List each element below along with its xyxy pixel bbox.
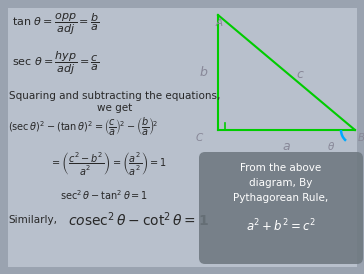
Text: $\sec\,\theta = \dfrac{hyp}{adj} = \dfrac{c}{a}$: $\sec\,\theta = \dfrac{hyp}{adj} = \dfra…: [12, 50, 99, 78]
Text: $b$: $b$: [199, 65, 208, 79]
Text: $a^2 + b^2 = c^2$: $a^2 + b^2 = c^2$: [246, 218, 316, 235]
Text: we get: we get: [98, 103, 132, 113]
Text: Squaring and subtracting the equations,: Squaring and subtracting the equations,: [9, 91, 221, 101]
Text: From the above
diagram, By
Pythagorean Rule,: From the above diagram, By Pythagorean R…: [233, 163, 329, 202]
Text: $\theta$: $\theta$: [327, 140, 335, 152]
Text: $\tan\,\theta = \dfrac{opp}{adj} = \dfrac{b}{a}$: $\tan\,\theta = \dfrac{opp}{adj} = \dfra…: [12, 12, 99, 38]
Text: $(\sec\theta)^2 - (\tan\theta)^2 = \left(\dfrac{c}{a}\right)^{\!2} - \left(\dfra: $(\sec\theta)^2 - (\tan\theta)^2 = \left…: [8, 115, 158, 137]
Text: Similarly,: Similarly,: [8, 215, 57, 225]
Text: $C$: $C$: [195, 131, 204, 143]
Text: $co\sec^2\theta - \cot^2\theta = \mathbf{1}$: $co\sec^2\theta - \cot^2\theta = \mathbf…: [68, 210, 209, 229]
Text: $c$: $c$: [297, 68, 305, 81]
FancyBboxPatch shape: [4, 4, 360, 270]
FancyBboxPatch shape: [199, 152, 363, 264]
Text: $A$: $A$: [215, 16, 224, 28]
Text: $\sec^2\theta - \tan^2\theta = 1$: $\sec^2\theta - \tan^2\theta = 1$: [60, 188, 148, 202]
Text: $a$: $a$: [282, 140, 291, 153]
Text: $= \left(\dfrac{c^2 - b^2}{a^2}\right) = \left(\dfrac{a^2}{a^2}\right) = 1$: $= \left(\dfrac{c^2 - b^2}{a^2}\right) =…: [50, 150, 167, 177]
Text: $B$: $B$: [357, 131, 364, 143]
